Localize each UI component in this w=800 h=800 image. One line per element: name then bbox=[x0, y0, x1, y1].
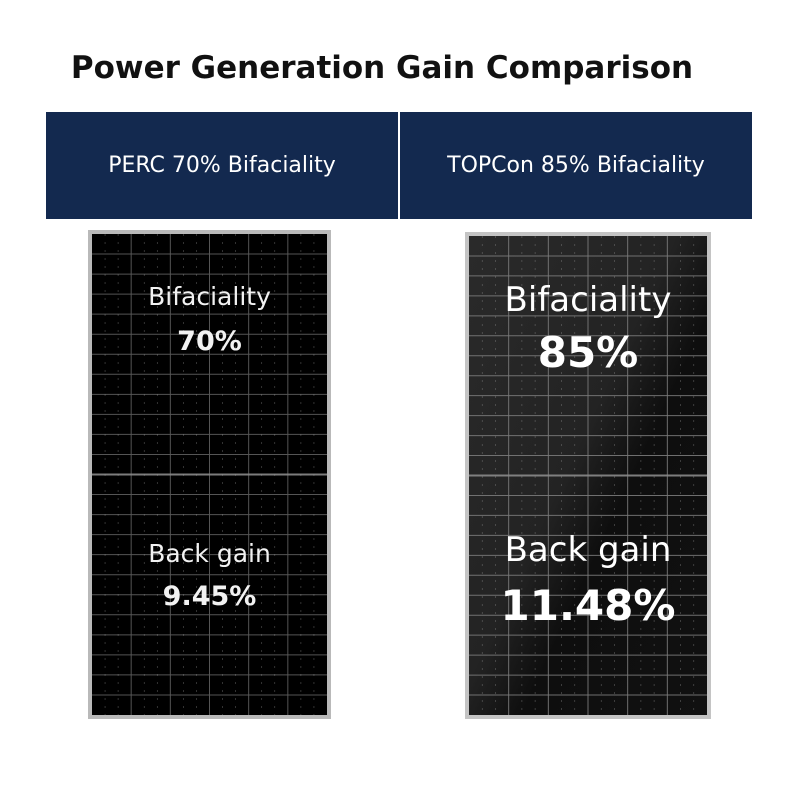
perc-cell-grid bbox=[92, 234, 327, 715]
topcon-header: TOPCon 85% Bifaciality bbox=[400, 112, 752, 219]
topcon-back-gain-label: Back gain bbox=[504, 530, 672, 570]
topcon-back-gain-value: 11.48% bbox=[500, 581, 676, 630]
topcon-cell-grid bbox=[469, 236, 707, 715]
perc-header: PERC 70% Bifaciality bbox=[46, 112, 398, 219]
topcon-header-label: TOPCon 85% Bifaciality bbox=[447, 153, 705, 178]
perc-bifaciality-value: 70% bbox=[177, 326, 242, 357]
page-title: Power Generation Gain Comparison bbox=[70, 50, 694, 86]
perc-header-label: PERC 70% Bifaciality bbox=[108, 153, 336, 178]
topcon-solar-panel-image: Bifaciality 85% Back gain 11.48% bbox=[465, 232, 711, 719]
perc-back-gain-value: 9.45% bbox=[162, 581, 257, 612]
perc-back-gain-label: Back gain bbox=[148, 539, 271, 568]
topcon-bifaciality-value: 85% bbox=[537, 328, 639, 377]
perc-solar-panel-image: Bifaciality 70% Back gain 9.45% bbox=[88, 230, 331, 719]
topcon-bifaciality-label: Bifaciality bbox=[504, 280, 672, 320]
perc-bifaciality-label: Bifaciality bbox=[148, 282, 271, 311]
